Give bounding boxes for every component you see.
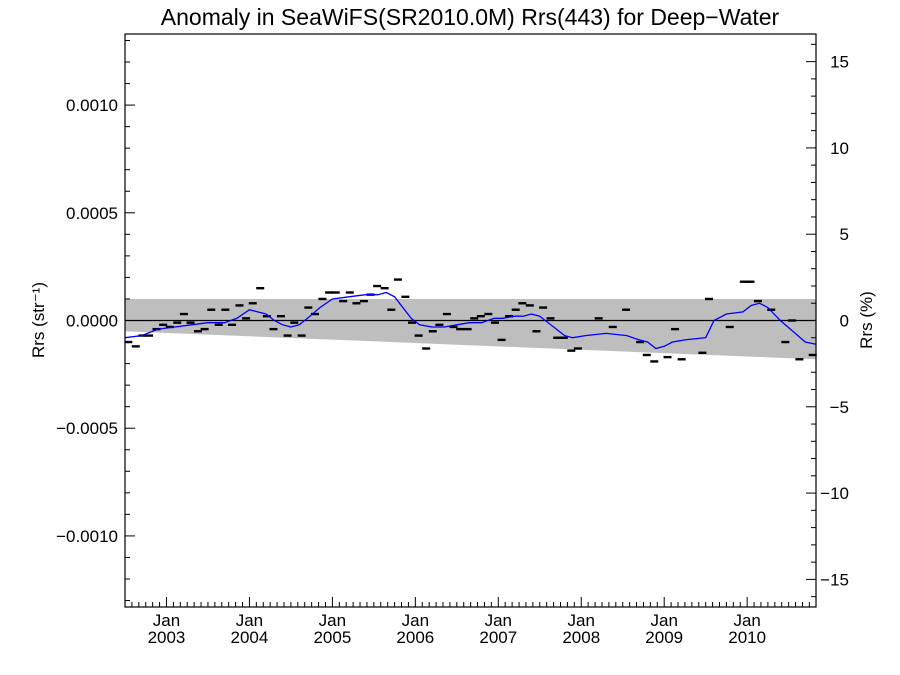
x-tick-label-month: Jan <box>733 611 760 630</box>
running-mean-line <box>124 291 817 350</box>
right-tick-label: 0 <box>840 312 849 331</box>
right-tick-label: 10 <box>830 139 849 158</box>
x-tick-label-year: 2010 <box>728 628 766 647</box>
right-tick-label: 15 <box>830 53 849 72</box>
x-tick-label-month: Jan <box>485 611 512 630</box>
x-tick-label-year: 2008 <box>562 628 600 647</box>
x-tick-label-month: Jan <box>402 611 429 630</box>
right-tick-label: 5 <box>840 225 849 244</box>
x-tick-label-year: 2003 <box>148 628 186 647</box>
chart-title: Anomaly in SeaWiFS(SR2010.0M) Rrs(443) f… <box>161 4 780 30</box>
data-layer <box>124 278 817 363</box>
y-axis-label-right: Rrs (%) <box>857 291 876 349</box>
right-tick-label: −5 <box>830 398 849 417</box>
x-tick-label-month: Jan <box>153 611 180 630</box>
left-tick-label: 0.0000 <box>66 312 118 331</box>
x-tick-label-year: 2007 <box>479 628 517 647</box>
x-tick-label-month: Jan <box>650 611 677 630</box>
left-tick-label: 0.0010 <box>66 96 118 115</box>
left-tick-label: 0.0005 <box>66 204 118 223</box>
x-tick-label-year: 2009 <box>645 628 683 647</box>
x-tick-label-month: Jan <box>568 611 595 630</box>
left-tick-label: −0.0010 <box>56 527 118 546</box>
x-tick-label-year: 2004 <box>231 628 269 647</box>
left-tick-label: −0.0005 <box>56 419 118 438</box>
x-tick-label-year: 2006 <box>396 628 434 647</box>
x-tick-label-month: Jan <box>236 611 263 630</box>
right-tick-label: −10 <box>820 484 849 503</box>
y-axis-label-left: Rrs (str⁻¹) <box>29 282 48 358</box>
x-tick-label-year: 2005 <box>313 628 351 647</box>
right-tick-label: −15 <box>820 570 849 589</box>
x-tick-label-month: Jan <box>319 611 346 630</box>
axis-ticks: Jan2003Jan2004Jan2005Jan2006Jan2007Jan20… <box>56 39 849 647</box>
